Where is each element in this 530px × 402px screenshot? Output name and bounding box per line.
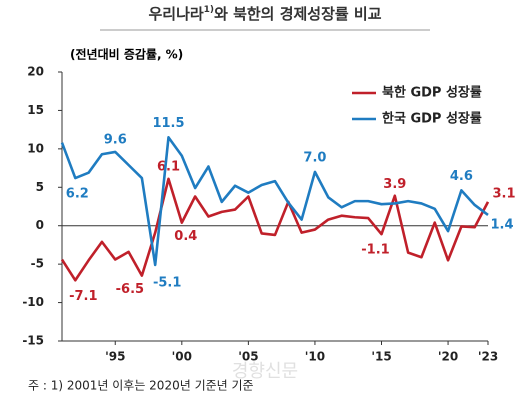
series-line [60,177,490,282]
series-line [60,136,489,267]
chart-title: 우리나라1)와 북한의 경제성장률 비교 [148,5,381,23]
watermark: 경향신문 [232,361,298,382]
x-tick-label: '05 [238,350,258,364]
y-axis-label: (전년대비 증감률, %) [70,47,183,62]
value-label: 1.4 [490,217,513,232]
value-label: 4.6 [450,169,473,184]
y-tick-label: -10 [22,295,44,309]
value-label: 3.9 [383,177,406,192]
x-tick-label: '23 [478,350,498,364]
value-label: 0.4 [174,229,197,244]
x-tick-label: '95 [105,350,125,364]
x-tick-label: '00 [172,350,192,364]
value-label: 7.0 [303,150,326,165]
y-tick-label: 0 [36,218,44,232]
value-label: 11.5 [152,116,184,131]
y-tick-label: 10 [27,141,44,155]
title-part: 우리나라 [148,5,203,23]
y-tick-label: -5 [31,257,44,271]
value-label: 3.1 [492,186,515,201]
x-tick-label: '10 [305,350,325,364]
legend-label: 북한 GDP 성장률 [382,85,482,101]
value-label: 6.2 [66,187,89,202]
y-tick-label: 5 [36,180,44,194]
footnote: 주 : 1) 2001년 이후는 2020년 기준년 기준 [28,379,254,393]
value-label: -5.1 [153,275,181,290]
value-label: -1.1 [361,243,389,258]
x-tick-label: '20 [438,350,458,364]
title-sup: 1) [204,5,214,15]
legend-label: 한국 GDP 성장률 [382,111,482,127]
title-part: 와 북한의 경제성장률 비교 [214,5,382,23]
value-label: -6.5 [116,282,144,297]
y-tick-label: 20 [27,65,44,79]
y-tick-label: -15 [22,334,44,348]
value-label: 9.6 [104,132,127,147]
x-tick-label: '15 [371,350,391,364]
value-label: -7.1 [69,289,97,304]
y-tick-label: 15 [27,103,44,117]
value-label: 6.1 [157,159,180,174]
